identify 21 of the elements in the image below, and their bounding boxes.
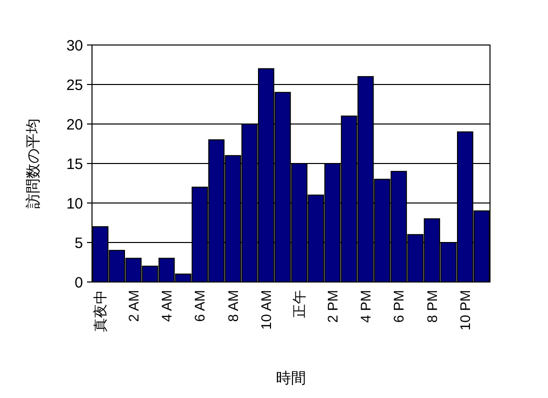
y-tick-label: 20	[66, 116, 83, 134]
x-tick-label: 真夜中	[92, 290, 108, 332]
x-tick-label: 8 AM	[224, 290, 241, 322]
x-axis-title: 時間	[276, 370, 306, 387]
x-tick-label: 6 AM	[192, 290, 208, 322]
x-tick-label: 4 AM	[158, 290, 175, 322]
x-tick-label: 2 AM	[125, 290, 142, 322]
y-tick-label: 5	[74, 234, 83, 252]
x-tick-label: 2 PM	[324, 290, 340, 323]
x-tick-label: 8 PM	[424, 290, 440, 323]
x-tick-label: 6 PM	[390, 290, 407, 323]
x-tick-label: 10 PM	[457, 290, 474, 330]
x-tick-label: 10 AM	[258, 290, 274, 330]
y-tick-label: 25	[66, 76, 83, 94]
y-tick-label: 15	[66, 156, 83, 173]
y-tick-label: 10	[66, 195, 83, 212]
y-axis-title: 訪問数の平均	[25, 118, 42, 208]
y-tick-label: 30	[66, 37, 83, 54]
x-tick-label: 正午	[291, 290, 308, 318]
x-tick-label: 4 PM	[358, 290, 374, 323]
y-tick-label: 0	[74, 274, 83, 292]
